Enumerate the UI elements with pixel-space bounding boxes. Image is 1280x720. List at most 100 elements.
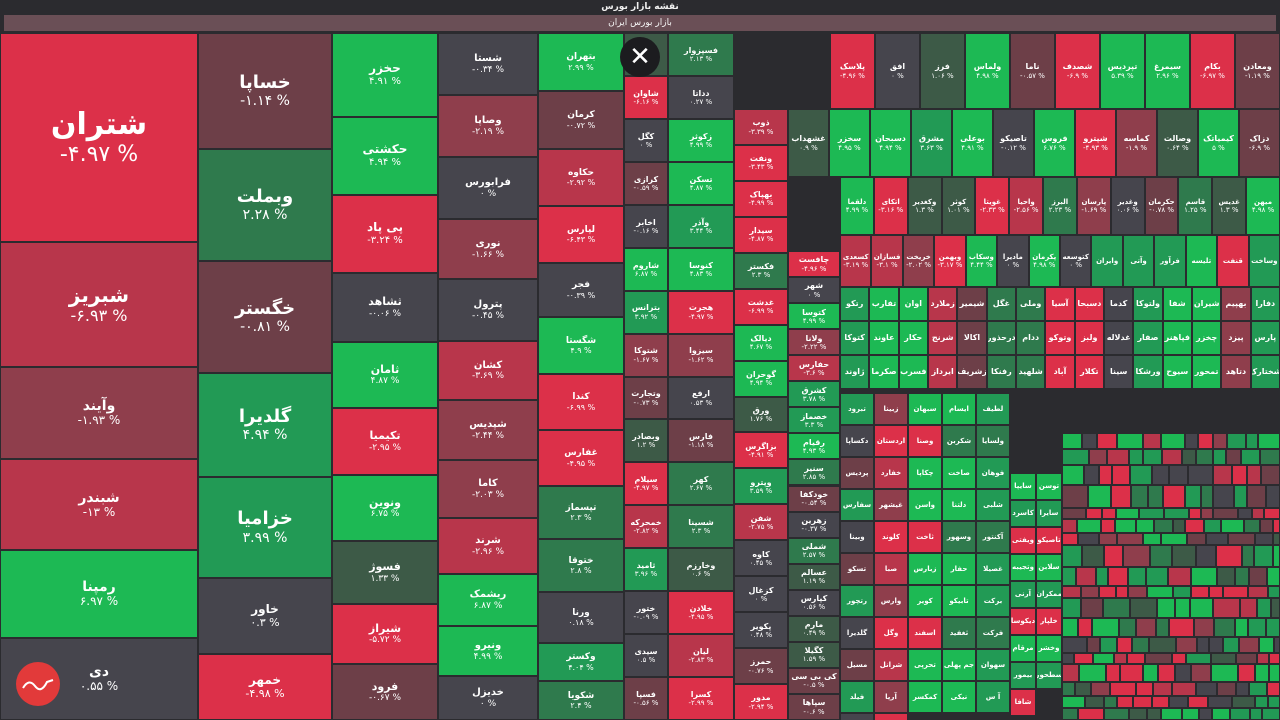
stock-tile[interactable]: فسپزوار ۲.۱۳ % — [668, 33, 734, 76]
stock-tile-small[interactable] — [1241, 449, 1260, 465]
stock-tile-small[interactable] — [1084, 465, 1099, 485]
stock-tile[interactable]: شرانل — [874, 649, 908, 681]
stock-tile-small[interactable] — [1266, 618, 1280, 637]
stock-tile-small[interactable] — [1257, 653, 1269, 664]
stock-tile[interactable]: ددام — [1016, 321, 1046, 355]
stock-tile[interactable]: دداتا ۰.۲۷ % — [668, 75, 734, 119]
stock-tile[interactable]: فجر -۰.۳۹ % — [538, 263, 624, 317]
stock-tile[interactable]: سنیر ۲.۸۵ % — [788, 459, 840, 486]
stock-tile[interactable]: اکالا — [957, 321, 987, 355]
stock-tile[interactable]: صفار — [1133, 321, 1163, 355]
stock-tile-small[interactable] — [1273, 519, 1280, 533]
stock-tile[interactable]: وتجیبه — [1010, 554, 1036, 581]
stock-tile[interactable]: دیالک ۴.۶۷ % — [734, 324, 788, 361]
stock-tile-small[interactable] — [1269, 664, 1280, 682]
stock-tile[interactable]: کنوسا ۴.۸۳ % — [668, 247, 734, 291]
stock-tile[interactable]: تفارب — [869, 287, 899, 321]
stock-tile[interactable]: کسرا -۲.۹۹ % — [668, 677, 734, 720]
stock-tile[interactable]: فپاهنر — [1162, 321, 1192, 355]
stock-tile[interactable]: کماژ — [874, 713, 908, 720]
stock-tile-small[interactable] — [1217, 567, 1235, 586]
stock-tile[interactable]: وبهمن -۳.۱۷ % — [934, 235, 966, 287]
stock-tile[interactable]: سایپا — [1010, 473, 1036, 500]
stock-tile[interactable]: وخارزم ۰.۶ % — [668, 548, 734, 592]
stock-tile[interactable]: غصیلا — [976, 553, 1010, 585]
stock-tile[interactable]: تپسماز ۲.۳ % — [538, 486, 624, 539]
stock-tile-small[interactable] — [1062, 586, 1081, 598]
stock-tile[interactable]: زهرین -۰.۳۷ % — [788, 511, 840, 538]
stock-tile[interactable]: دلتنا — [942, 489, 976, 521]
stock-tile[interactable]: خاور ۰.۳ % — [198, 578, 332, 654]
stock-tile-small[interactable] — [1062, 637, 1087, 653]
stock-tile-small[interactable] — [1209, 586, 1223, 598]
stock-tile-small[interactable] — [1172, 545, 1196, 567]
stock-tile[interactable]: زشریف — [957, 355, 987, 389]
stock-tile[interactable]: کاسرد — [1010, 500, 1036, 527]
stock-tile[interactable]: شپترو -۴.۹۳ % — [1075, 109, 1116, 177]
stock-tile[interactable]: وکستر ۴.۰۴ % — [538, 643, 624, 681]
stock-tile-small[interactable] — [1078, 618, 1092, 637]
stock-tile[interactable]: پلاسک -۴.۹۶ % — [830, 33, 875, 109]
stock-tile-small[interactable] — [1211, 664, 1238, 682]
stock-tile[interactable]: فکستر ۲.۳ % — [734, 252, 788, 289]
stock-tile-small[interactable] — [1077, 519, 1101, 533]
stock-tile[interactable]: چکاپا — [908, 457, 942, 489]
stock-tile[interactable]: پترول -۰.۴۵ % — [438, 279, 538, 341]
stock-tile-small[interactable] — [1273, 533, 1280, 545]
stock-tile[interactable]: زبینا — [874, 393, 908, 425]
stock-tile[interactable]: خساپا -۱.۱۴ % — [198, 33, 332, 149]
stock-tile-small[interactable] — [1209, 637, 1223, 653]
stock-tile[interactable]: رتکو — [840, 287, 870, 321]
stock-tile-small[interactable] — [1136, 682, 1153, 696]
stock-tile-small[interactable] — [1164, 508, 1189, 519]
stock-tile[interactable]: غشهداب ۰.۹ % — [788, 109, 829, 177]
stock-tile-small[interactable] — [1267, 567, 1280, 586]
stock-tile[interactable]: سطحور — [1036, 662, 1062, 689]
stock-tile-small[interactable] — [1097, 433, 1117, 449]
stock-tile-small[interactable] — [1234, 485, 1247, 508]
stock-tile[interactable]: زکوثر ۴.۹۹ % — [668, 118, 734, 162]
stock-tile[interactable]: بکام -۶.۹۷ % — [1190, 33, 1235, 109]
stock-tile[interactable]: شتران -۴.۹۷ % — [0, 33, 198, 242]
stock-tile[interactable]: وملی — [1016, 287, 1046, 321]
stock-tile[interactable]: شیراز -۵.۷۲ % — [332, 604, 438, 664]
stock-tile[interactable]: لیان -۲.۸۳ % — [668, 634, 734, 678]
stock-tile[interactable]: کیمیاتک ۵ % — [1198, 109, 1239, 177]
stock-tile[interactable]: وبملت ۲.۲۸ % — [198, 149, 332, 261]
stock-tile-small[interactable] — [1175, 664, 1191, 682]
stock-tile[interactable]: قاسم ۱.۲۵ % — [1178, 177, 1213, 235]
stock-tile[interactable]: مشرق ۳.۶۳ % — [911, 109, 952, 177]
stock-tile[interactable]: غدیس ۱.۳ % — [1212, 177, 1247, 235]
stock-tile-small[interactable] — [1262, 708, 1280, 720]
stock-tile-small[interactable] — [1130, 598, 1157, 618]
stock-tile-small[interactable] — [1104, 545, 1123, 567]
stock-tile-small[interactable] — [1117, 696, 1133, 708]
stock-tile[interactable]: نوری -۱.۶۶ % — [438, 219, 538, 279]
stock-tile-small[interactable] — [1116, 508, 1139, 519]
stock-tile[interactable]: بتهران ۲.۹۹ % — [538, 33, 624, 91]
stock-tile-small[interactable] — [1062, 533, 1078, 545]
stock-tile[interactable]: شفن -۲.۷۵ % — [734, 504, 788, 541]
stock-tile[interactable]: شاروم ۶.۸۷ % — [624, 247, 668, 291]
stock-tile-small[interactable] — [1212, 708, 1230, 720]
stock-tile-small[interactable] — [1255, 696, 1268, 708]
stock-tile-small[interactable] — [1150, 545, 1172, 567]
stock-tile-small[interactable] — [1190, 598, 1213, 618]
stock-tile[interactable]: سبهان — [908, 393, 942, 425]
stock-tile[interactable]: سخزر ۴.۹۵ % — [829, 109, 870, 177]
stock-tile[interactable]: دیکوسا — [1010, 608, 1036, 635]
stock-tile[interactable]: تبرود — [840, 393, 874, 425]
stock-tile[interactable]: ونفت -۳.۴۳ % — [734, 144, 788, 181]
stock-tile-small[interactable] — [1163, 485, 1185, 508]
stock-tile-small[interactable] — [1185, 433, 1198, 449]
stock-tile[interactable]: سیدار -۴.۸۷ % — [734, 216, 788, 253]
stock-tile[interactable]: وتوکو — [1045, 321, 1075, 355]
stock-tile-small[interactable] — [1191, 567, 1217, 586]
stock-tile-small[interactable] — [1139, 508, 1164, 519]
stock-tile[interactable]: آ س — [976, 681, 1010, 713]
stock-tile[interactable]: فسازان -۳.۱ % — [871, 235, 903, 287]
stock-tile[interactable]: وبینا — [840, 521, 874, 553]
stock-tile[interactable]: کرازی -۰.۵۹ % — [624, 161, 668, 205]
stock-tile[interactable]: کویر — [908, 585, 942, 617]
stock-tile-small[interactable] — [1110, 682, 1136, 696]
